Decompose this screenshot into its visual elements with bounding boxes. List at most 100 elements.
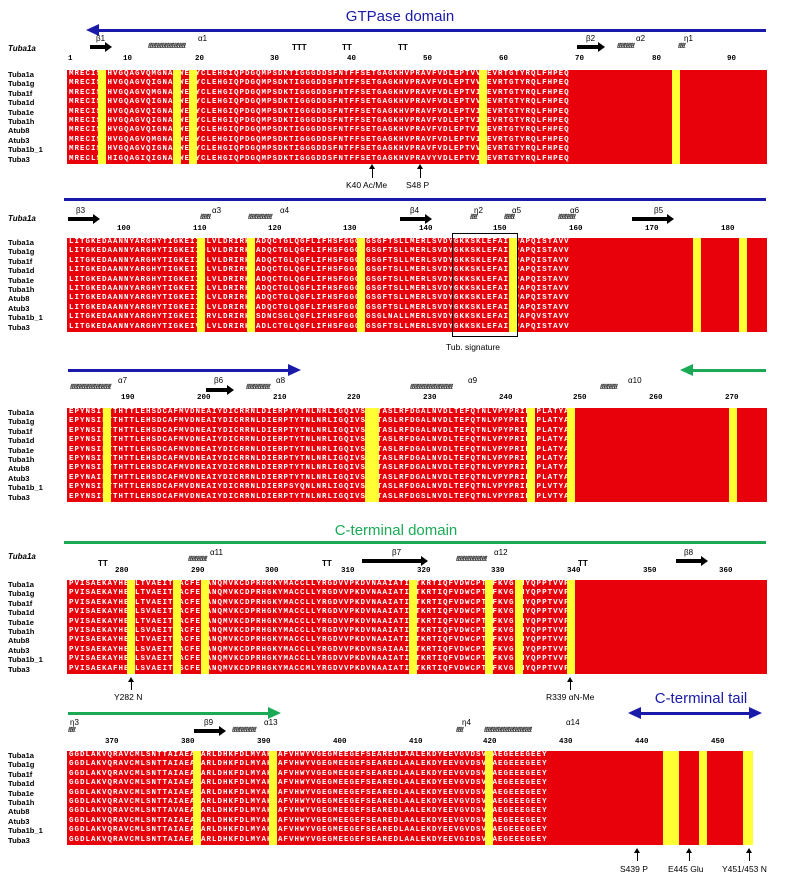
cterm-domain-arrow-start: [692, 369, 766, 372]
seq-name: Atub8: [8, 294, 30, 304]
sequence-row: EPYNSILTTHTTLEHSDCAFMVDNEAIYDICRRNLDIERP…: [69, 454, 570, 463]
up-arrow-icon: [634, 848, 640, 853]
strand-arrow: [68, 214, 100, 224]
similarity-highlight: [485, 751, 493, 845]
sequence-row: PVISAEKAYHEQLTVAEITNACFEPANQMVKCDPRHGKYM…: [69, 598, 570, 607]
sequence-row: MRECISIHVGQAGVQIGNACWELYCLEHGIQPDGQMPSDK…: [69, 145, 570, 154]
ss-beta2: β2: [586, 34, 596, 43]
tick-label: 140: [419, 225, 433, 233]
ss-beta7: β7: [392, 548, 402, 557]
sequence-row: PVISAEKAYHEQLSVAEITNACFEPANQMVKCDPRHGKYM…: [69, 655, 570, 664]
helix-coil: ℓℓℓℓℓℓℓℓℓℓ: [600, 383, 618, 391]
sequence-row: PVISAEKAFHEQLSVAEITSSCFEPANQMVKCDPRHGKYM…: [69, 664, 570, 673]
seq-name: Tuba1e: [8, 275, 35, 285]
helix-coil: ℓℓℓℓℓℓ: [504, 213, 515, 221]
sequence-names: Tuba1a Tuba1g Tuba1f Tuba1d Tuba1e Tuba1…: [8, 238, 64, 332]
tick-label: 350: [643, 567, 657, 575]
similarity-highlight: [743, 751, 753, 845]
seq-name: Tuba3: [8, 154, 30, 164]
ss-beta9: β9: [204, 718, 214, 727]
helix-coil: ℓℓℓℓℓℓℓℓℓℓ: [558, 213, 576, 221]
seq-name: Tuba1d: [8, 608, 35, 618]
sequence-row: MRECISIHVGQAGVQIGNACWELYCLEHGIQPDGQMPSDK…: [69, 79, 570, 88]
seq-name: Tuba1g: [8, 589, 35, 599]
ss-turn: TT: [98, 559, 108, 568]
tick-label: 330: [491, 567, 505, 575]
seq-name: Tuba1a: [8, 238, 35, 247]
ss-alpha12: α12: [494, 548, 508, 557]
tick-label: 160: [569, 225, 583, 233]
annotation-s439: S439 P: [620, 864, 648, 874]
gtpase-domain-arrow-left: [98, 29, 766, 32]
tick-label: 410: [409, 738, 423, 746]
sequence-row: LITGKEDAANNYARGHYTIGKEIVDLVLDRIRKLADLCTG…: [69, 322, 570, 331]
sequence-row: MRECLSIHIGQAGIQIGNACWELYCLEHGIQPDGQMPSDK…: [69, 154, 570, 163]
tick-label: 40: [347, 55, 357, 63]
tick-label: 200: [197, 394, 211, 402]
annotation-tub-signature: Tub. signature: [446, 342, 501, 352]
sequence-row: PVISAEKAYHEQLSVAEITNACFEPANQMVKCDPRHGKYM…: [69, 645, 570, 654]
tick-label: 240: [499, 394, 513, 402]
tick-label: 80: [652, 55, 662, 63]
sequence-row: MRECISIHVGQAGVQIGNACWELYCLEHGIQPDGQMPSDK…: [69, 116, 570, 125]
similarity-highlight: [699, 751, 707, 845]
ctail-title: C-terminal tail: [654, 690, 748, 707]
reference-label: Tuba1a: [8, 214, 36, 223]
sequence-row: MRECISIHVGQAGVQIGNACWELYCLEHGIQPDGQMPSDK…: [69, 107, 570, 116]
seq-name: Tuba3: [8, 492, 30, 502]
ss-alpha5: α5: [512, 206, 522, 215]
ss-alpha14: α14: [566, 718, 580, 727]
strand-arrow: [676, 556, 708, 566]
ss-beta5: β5: [654, 206, 664, 215]
alignment-panel: PVISAEKAYHEQLTVAEITNACFEPANQMVKCDPRHGKYM…: [67, 580, 767, 674]
strand-arrow: [577, 42, 605, 52]
sequence-names: Tuba1a Tuba1g Tuba1f Tuba1d Tuba1e Tuba1…: [8, 70, 64, 164]
similarity-highlight: [103, 408, 111, 502]
up-arrow-icon: [128, 677, 134, 682]
similarity-highlight: [357, 238, 365, 332]
seq-name: Tuba1g: [8, 417, 35, 427]
strand-arrow: [206, 385, 234, 395]
similarity-highlight: [201, 580, 209, 674]
ss-alpha7: α7: [118, 376, 128, 385]
tick-label: 380: [181, 738, 195, 746]
up-arrow-icon: [369, 164, 375, 169]
ss-beta1: β1: [96, 34, 106, 43]
similarity-highlight: [509, 238, 517, 332]
ss-eta2: η2: [474, 206, 483, 215]
sequence-names: Tuba1a Tuba1g Tuba1f Tuba1d Tuba1e Tuba1…: [8, 751, 64, 845]
alignment-panel: LITGKEDAANNYARGHYTIGKEIIDLVLDRIRKLADQCTG…: [67, 238, 767, 332]
seq-name: Tuba1a: [8, 408, 35, 417]
tick-label: 360: [719, 567, 733, 575]
seq-name: Atub3: [8, 135, 30, 145]
helix-coil: ℓℓℓℓℓℓℓℓℓℓℓℓℓℓℓℓℓℓℓℓℓℓ: [148, 42, 186, 50]
ss-alpha2: α2: [636, 34, 646, 43]
seq-name: Atub8: [8, 126, 30, 136]
annotation-y451: Y451/453 N: [722, 864, 767, 874]
similarity-highlight: [247, 238, 255, 332]
sequence-row: PVISAEKAYHEQLTVAEITNACFEPANQMVKCDPRHGKYM…: [69, 589, 570, 598]
seq-name: Tuba1d: [8, 779, 35, 789]
ss-alpha1: α1: [198, 34, 208, 43]
tick-label: 400: [333, 738, 347, 746]
helix-coil: ℓℓℓℓℓℓℓℓℓℓℓℓℓℓℓℓℓℓℓℓℓℓℓℓ: [70, 383, 112, 391]
ctail-arrowhead-right: [749, 707, 762, 719]
similarity-highlight: [527, 408, 535, 502]
annotation-pointer: [637, 853, 638, 861]
ss-beta3: β3: [76, 206, 86, 215]
seq-name: Tuba1f: [8, 598, 33, 608]
seq-name: Tuba3: [8, 664, 30, 674]
ss-alpha6: α6: [570, 206, 580, 215]
tick-label: 110: [193, 225, 207, 233]
gtpase-domain-title: GTPase domain: [345, 8, 455, 25]
seq-name: Atub3: [8, 473, 30, 483]
sequence-row: MRECISVHVGQAGVQMGNACWELYCLEHGIQPDGQMPSDK…: [69, 135, 570, 144]
helix-coil: ℓℓℓℓ: [68, 726, 76, 734]
similarity-highlight: [173, 70, 181, 164]
sequence-row: MRECISIHVGQAGVQIGNACWELYCLEHGIQPDGQMPSDK…: [69, 126, 570, 135]
seq-name: Tuba1h: [8, 284, 35, 294]
strand-arrow: [632, 214, 674, 224]
sequence-row: LITGKEDAANNYARGHYTIGKEIIDLVLDRIRKLADQCTG…: [69, 256, 570, 265]
strand-arrow: [194, 726, 226, 736]
seq-name: Tuba1g: [8, 760, 35, 770]
